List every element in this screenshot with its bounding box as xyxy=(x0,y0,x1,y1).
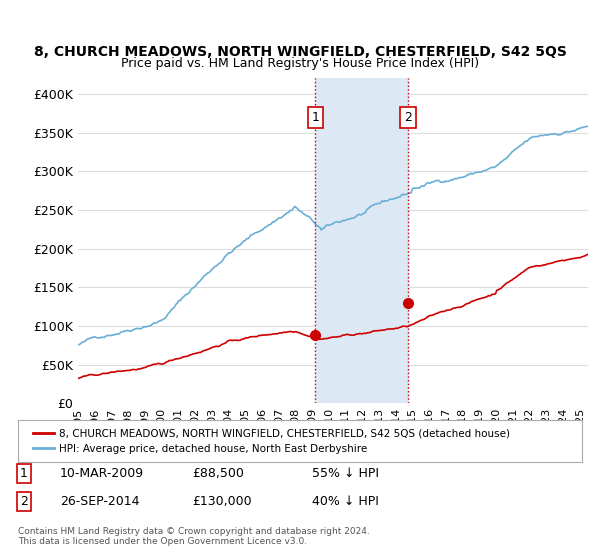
Text: 26-SEP-2014: 26-SEP-2014 xyxy=(60,494,139,508)
Text: 1: 1 xyxy=(311,111,319,124)
Text: 8, CHURCH MEADOWS, NORTH WINGFIELD, CHESTERFIELD, S42 5QS: 8, CHURCH MEADOWS, NORTH WINGFIELD, CHES… xyxy=(34,45,566,59)
Text: 55% ↓ HPI: 55% ↓ HPI xyxy=(312,466,379,480)
Text: Contains HM Land Registry data © Crown copyright and database right 2024.
This d: Contains HM Land Registry data © Crown c… xyxy=(18,526,370,546)
Text: 2: 2 xyxy=(404,111,412,124)
Legend: 8, CHURCH MEADOWS, NORTH WINGFIELD, CHESTERFIELD, S42 5QS (detached house), HPI:: 8, CHURCH MEADOWS, NORTH WINGFIELD, CHES… xyxy=(29,424,514,458)
Text: Price paid vs. HM Land Registry's House Price Index (HPI): Price paid vs. HM Land Registry's House … xyxy=(121,57,479,70)
Bar xyxy=(315,78,408,403)
Text: 2: 2 xyxy=(20,494,28,508)
Text: £88,500: £88,500 xyxy=(192,466,244,480)
Text: 40% ↓ HPI: 40% ↓ HPI xyxy=(312,494,379,508)
Text: £130,000: £130,000 xyxy=(192,494,251,508)
Text: 10-MAR-2009: 10-MAR-2009 xyxy=(60,466,144,480)
Text: 1: 1 xyxy=(20,466,28,480)
